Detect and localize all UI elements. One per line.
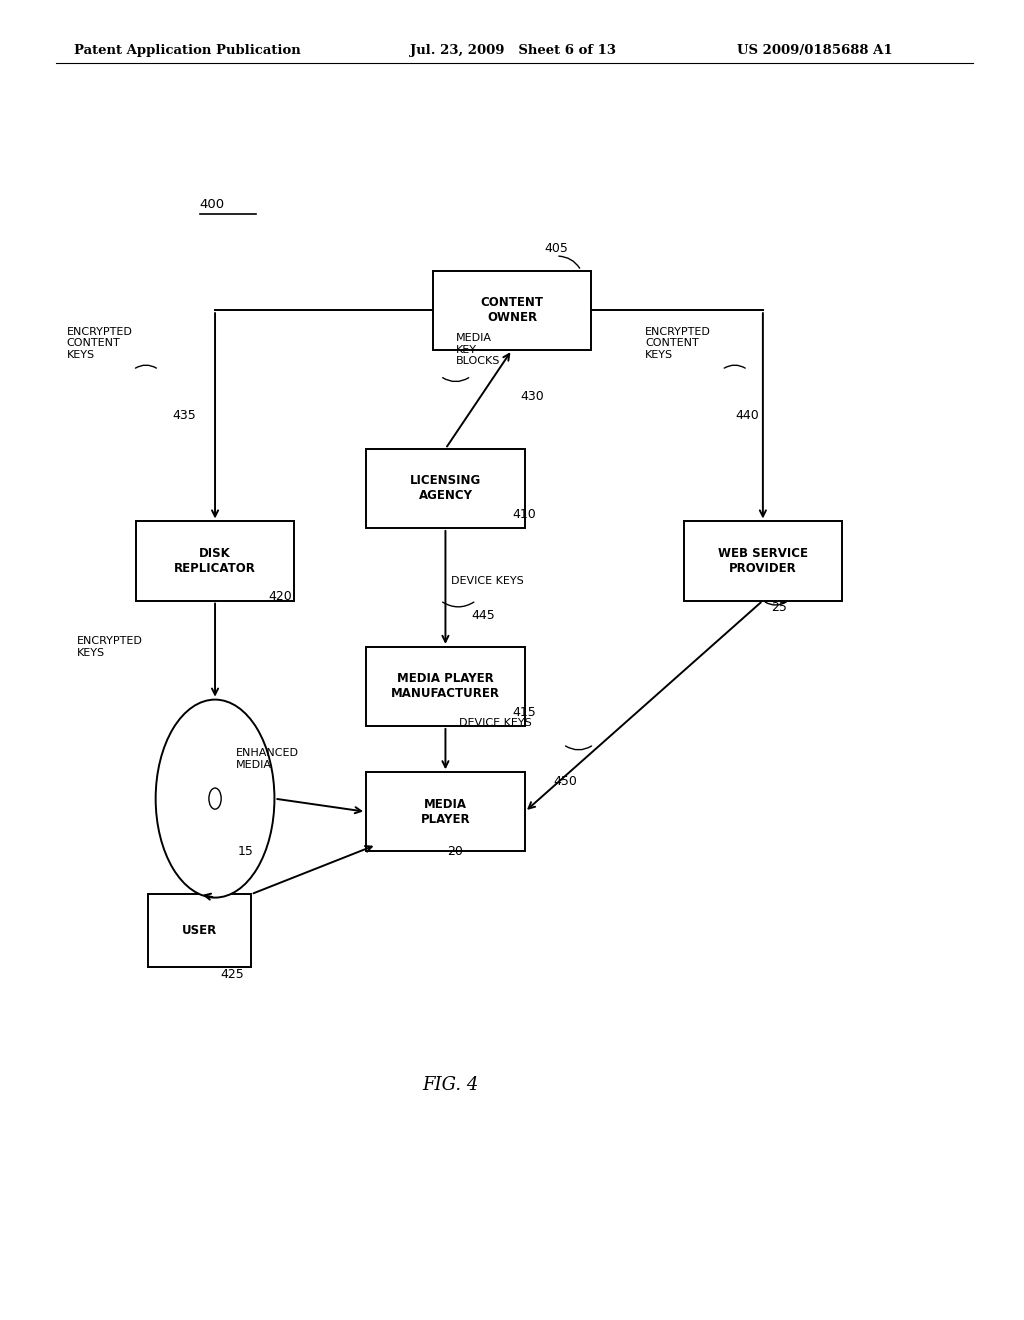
Text: MEDIA PLAYER
MANUFACTURER: MEDIA PLAYER MANUFACTURER [391,672,500,701]
FancyBboxPatch shape [367,647,524,726]
Text: 410: 410 [512,508,536,521]
Text: ENCRYPTED
CONTENT
KEYS: ENCRYPTED CONTENT KEYS [67,326,132,360]
Text: ENCRYPTED
KEYS: ENCRYPTED KEYS [77,636,142,657]
Text: ENHANCED
MEDIA: ENHANCED MEDIA [236,748,299,770]
Text: DISK
REPLICATOR: DISK REPLICATOR [174,546,256,576]
Text: 400: 400 [200,198,225,211]
Ellipse shape [156,700,274,898]
FancyBboxPatch shape [367,772,524,851]
Text: 20: 20 [447,845,464,858]
Text: MEDIA
KEY
BLOCKS: MEDIA KEY BLOCKS [456,333,500,367]
Text: 405: 405 [545,242,568,255]
Text: 25: 25 [771,601,787,614]
FancyBboxPatch shape [148,895,251,966]
FancyBboxPatch shape [367,449,524,528]
Text: Jul. 23, 2009   Sheet 6 of 13: Jul. 23, 2009 Sheet 6 of 13 [410,44,615,57]
Text: 450: 450 [553,775,577,788]
FancyBboxPatch shape [684,521,842,601]
Text: 435: 435 [172,409,196,422]
Text: ENCRYPTED
CONTENT
KEYS: ENCRYPTED CONTENT KEYS [645,326,711,360]
Text: 15: 15 [238,845,254,858]
Text: DEVICE KEYS: DEVICE KEYS [459,718,531,729]
FancyBboxPatch shape [135,521,295,601]
Text: 430: 430 [520,389,544,403]
Text: 425: 425 [220,968,244,981]
Text: 420: 420 [268,590,292,603]
Text: 445: 445 [471,609,495,622]
Text: USER: USER [182,924,217,937]
Text: 440: 440 [735,409,759,422]
Text: US 2009/0185688 A1: US 2009/0185688 A1 [737,44,893,57]
Text: WEB SERVICE
PROVIDER: WEB SERVICE PROVIDER [718,546,808,576]
Text: LICENSING
AGENCY: LICENSING AGENCY [410,474,481,503]
Ellipse shape [209,788,221,809]
Text: MEDIA
PLAYER: MEDIA PLAYER [421,797,470,826]
Text: CONTENT
OWNER: CONTENT OWNER [480,296,544,325]
FancyBboxPatch shape [432,271,592,350]
Text: Patent Application Publication: Patent Application Publication [74,44,300,57]
Text: 415: 415 [512,706,536,719]
Text: DEVICE KEYS: DEVICE KEYS [451,576,523,586]
Text: FIG. 4: FIG. 4 [422,1076,479,1094]
